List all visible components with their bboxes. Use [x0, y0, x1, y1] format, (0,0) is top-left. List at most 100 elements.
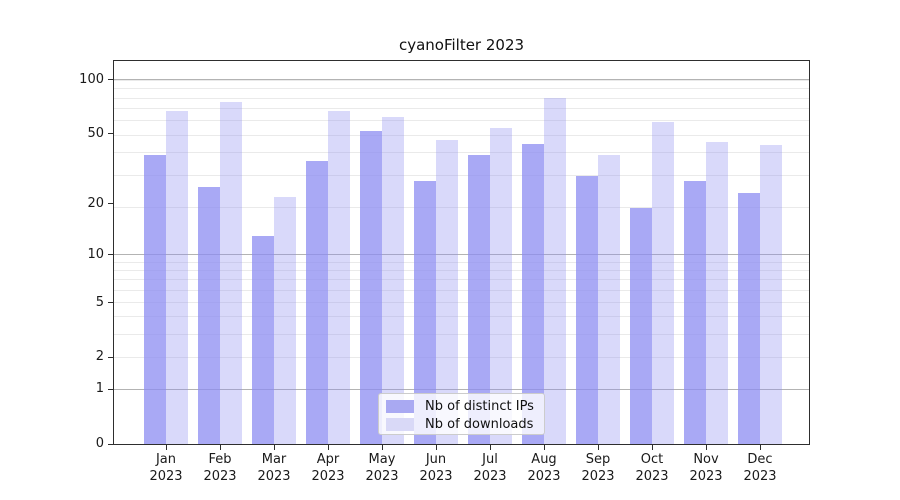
x-tick-month: Jan	[155, 452, 177, 467]
x-tick-year: 2023	[527, 469, 561, 484]
y-axis-tick-mark	[108, 79, 113, 81]
legend: Nb of distinct IPs Nb of downloads	[378, 393, 545, 435]
bar-distinct-ips	[144, 154, 166, 444]
x-tick-year: 2023	[365, 469, 399, 484]
bar-distinct-ips	[468, 154, 490, 444]
x-tick-month: Sep	[585, 452, 611, 467]
gridline-minor	[114, 207, 809, 209]
y-axis-tick-mark	[108, 203, 113, 205]
bar-downloads	[328, 111, 350, 444]
x-tick-month: Feb	[208, 452, 232, 467]
x-tick-year: 2023	[203, 469, 237, 484]
x-tick-month: Nov	[693, 452, 719, 467]
bar-downloads	[544, 98, 566, 444]
x-axis-tick-label: Mar 2023	[244, 451, 304, 485]
gridline-major	[114, 79, 809, 81]
bar-downloads	[652, 122, 674, 444]
bar-downloads	[598, 154, 620, 444]
bar-distinct-ips	[306, 161, 328, 444]
x-axis-tick-label: Jul 2023	[460, 451, 520, 485]
x-tick-year: 2023	[149, 469, 183, 484]
plot-area	[113, 60, 810, 445]
x-tick-year: 2023	[635, 469, 669, 484]
gridline-major	[114, 388, 809, 390]
x-tick-month: Aug	[531, 452, 557, 467]
y-axis-tick-mark	[108, 356, 113, 358]
bar-downloads	[490, 127, 512, 444]
x-axis-tick-label: Oct 2023	[622, 451, 682, 485]
chart-title: cyanoFilter 2023	[398, 36, 525, 54]
x-tick-month: Jul	[482, 452, 498, 467]
x-tick-year: 2023	[743, 469, 777, 484]
x-tick-year: 2023	[257, 469, 291, 484]
bar-distinct-ips	[414, 181, 436, 444]
x-axis-tick-mark	[219, 445, 221, 450]
y-axis-tick-mark	[108, 254, 113, 256]
y-axis-tick-label: 100	[79, 71, 104, 87]
bar-downloads	[220, 102, 242, 444]
x-tick-year: 2023	[419, 469, 453, 484]
x-axis-tick-mark	[759, 445, 761, 450]
y-axis-tick-mark	[108, 443, 113, 445]
bar-downloads	[436, 140, 458, 444]
gridline-minor	[114, 334, 809, 336]
gridline-minor	[114, 134, 809, 136]
gridline-minor	[114, 120, 809, 122]
gridline-minor	[114, 88, 809, 90]
plot-inner	[114, 61, 809, 444]
legend-item-downloads: Nb of downloads	[379, 416, 544, 433]
x-axis-tick-label: Nov 2023	[676, 451, 736, 485]
x-tick-month: Oct	[640, 452, 664, 467]
bar-downloads	[706, 141, 728, 444]
x-tick-month: Dec	[747, 452, 773, 467]
x-axis-tick-label: Apr 2023	[298, 451, 358, 485]
x-axis-tick-label: Feb 2023	[190, 451, 250, 485]
bar-downloads	[166, 111, 188, 444]
bar-distinct-ips	[252, 235, 274, 444]
y-axis-tick-label: 10	[87, 246, 104, 262]
y-axis-tick-mark	[108, 133, 113, 135]
x-tick-year: 2023	[581, 469, 615, 484]
y-axis-tick-label: 1	[95, 381, 104, 397]
bar-downloads	[760, 145, 782, 444]
y-axis-tick-label: 5	[95, 294, 104, 310]
legend-label-distinct-ips: Nb of distinct IPs	[425, 399, 534, 414]
x-tick-year: 2023	[311, 469, 345, 484]
bar-distinct-ips	[522, 143, 544, 444]
gridline-major	[114, 254, 809, 256]
x-axis-tick-label: May 2023	[352, 451, 412, 485]
x-axis-tick-label: Sep 2023	[568, 451, 628, 485]
bar-distinct-ips	[738, 193, 760, 444]
x-tick-year: 2023	[689, 469, 723, 484]
x-axis-tick-label: Dec 2023	[730, 451, 790, 485]
legend-label-downloads: Nb of downloads	[425, 417, 534, 432]
y-axis-tick-label: 0	[95, 436, 104, 451]
x-axis-tick-mark	[651, 445, 653, 450]
gridline-minor	[114, 152, 809, 154]
gridline-minor	[114, 175, 809, 177]
gridline-minor	[114, 108, 809, 110]
x-tick-month: Mar	[261, 452, 287, 467]
bar-downloads	[274, 196, 296, 444]
gridline-minor	[114, 356, 809, 358]
x-axis-tick-mark	[543, 445, 545, 450]
x-axis-tick-mark	[327, 445, 329, 450]
bar-distinct-ips	[630, 207, 652, 444]
x-axis-tick-mark	[165, 445, 167, 450]
bar-distinct-ips	[576, 175, 598, 444]
legend-swatch-downloads	[386, 418, 414, 431]
y-axis-tick-label: 20	[87, 195, 104, 211]
x-tick-year: 2023	[473, 469, 507, 484]
legend-item-distinct-ips: Nb of distinct IPs	[379, 398, 544, 415]
x-axis-tick-mark	[435, 445, 437, 450]
bar-distinct-ips	[198, 186, 220, 444]
gridline-minor	[114, 261, 809, 263]
x-axis-tick-mark	[381, 445, 383, 450]
gridline-minor	[114, 302, 809, 304]
gridline-minor	[114, 279, 809, 281]
gridline-minor	[114, 289, 809, 291]
y-axis-tick-label: 2	[95, 349, 104, 365]
y-axis-tick-mark	[108, 388, 113, 390]
x-axis-tick-mark	[489, 445, 491, 450]
